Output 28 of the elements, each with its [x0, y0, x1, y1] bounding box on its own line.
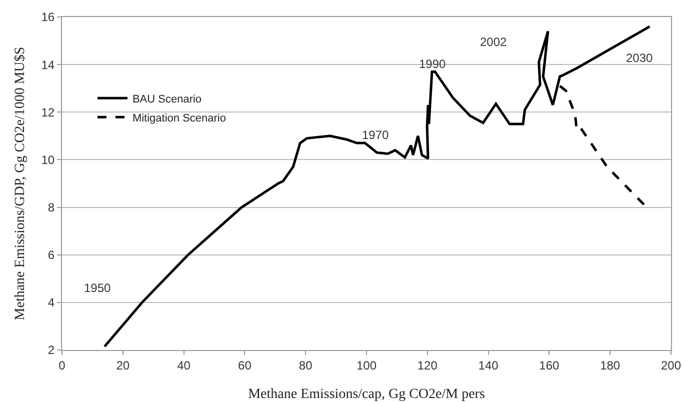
x-axis-title: Methane Emissions/cap, Gg CO2e/M pers	[248, 387, 485, 402]
annotation: 1970	[362, 128, 390, 142]
y-tick-label: 16	[41, 10, 55, 24]
x-tick-label: 0	[58, 358, 66, 372]
y-tick-label: 12	[41, 105, 55, 120]
x-tick-label: 200	[660, 358, 682, 372]
annotation: 2002	[480, 35, 508, 49]
annotation: 2030	[626, 51, 654, 65]
x-tick-label: 120	[417, 358, 438, 372]
x-tick-label: 20	[116, 358, 130, 372]
y-axis-title: Methane Emissions/GDP, Gg CO2e/1000 MU$S	[13, 46, 28, 320]
x-tick-label: 40	[177, 358, 191, 372]
x-tick-label: 160	[539, 358, 560, 372]
x-tick-label: 140	[478, 358, 499, 372]
x-tick-label: 100	[356, 358, 377, 372]
y-tick-label: 6	[48, 248, 55, 262]
x-tick-label: 60	[238, 358, 252, 372]
y-tick-label: 4	[48, 296, 55, 310]
legend-label: BAU Scenario	[132, 93, 202, 106]
y-tick-label: 2	[48, 343, 55, 358]
y-tick-label: 14	[41, 58, 55, 72]
annotation: 1990	[419, 57, 446, 71]
y-tick-label: 8	[48, 200, 55, 214]
y-tick-label: 10	[41, 152, 55, 167]
x-tick-label: 80	[298, 358, 313, 372]
annotation: 1950	[84, 281, 112, 295]
x-tick-label: 180	[600, 358, 620, 372]
legend-label: Mitigation Scenario	[132, 112, 226, 124]
